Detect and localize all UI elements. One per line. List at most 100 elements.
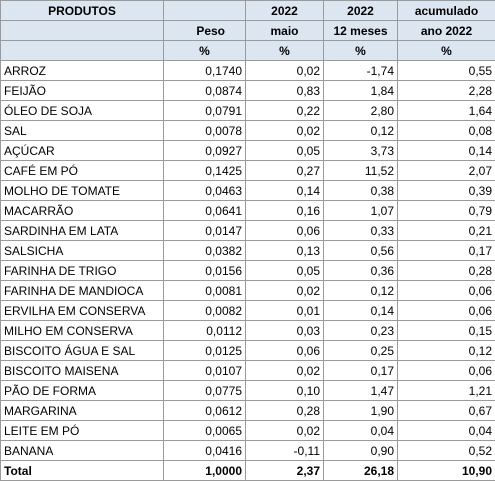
header-cell [164,1,246,21]
value-cell: 1,0000 [164,461,246,481]
header-row: Peso maio 12 meses ano 2022 [1,21,495,41]
value-cell: 0,12 [398,341,495,361]
product-name: FARINHA DE TRIGO [1,261,164,281]
value-cell: 0,04 [324,421,398,441]
value-cell: 0,05 [246,261,324,281]
product-name: BANANA [1,441,164,461]
product-name: Total [1,461,164,481]
value-cell: 0,56 [324,241,398,261]
value-cell: 2,37 [246,461,324,481]
header-cell: 12 meses [324,21,398,41]
value-cell: 2,80 [324,101,398,121]
product-name: AÇÚCAR [1,141,164,161]
value-cell: 1,84 [324,81,398,101]
value-cell: 2,07 [398,161,495,181]
value-cell: 0,17 [324,361,398,381]
product-name: PÃO DE FORMA [1,381,164,401]
value-cell: 0,22 [246,101,324,121]
value-cell: 0,0791 [164,101,246,121]
value-cell: 0,14 [246,181,324,201]
product-name: BISCOITO MAISENA [1,361,164,381]
header-product: PRODUTOS [1,1,164,21]
product-name: CAFÉ EM PÓ [1,161,164,181]
header-cell [1,41,164,61]
value-cell: 0,21 [398,221,495,241]
value-cell: 0,06 [398,281,495,301]
value-cell: 0,0065 [164,421,246,441]
value-cell: 0,0416 [164,441,246,461]
header-row: PRODUTOS 2022 2022 acumulado [1,1,495,21]
value-cell: 0,08 [398,121,495,141]
product-name: MOLHO DE TOMATE [1,181,164,201]
product-name: MILHO EM CONSERVA [1,321,164,341]
product-name: BISCOITO ÁGUA E SAL [1,341,164,361]
value-cell: 0,0874 [164,81,246,101]
table-header: PRODUTOS 2022 2022 acumulado Peso maio 1… [1,1,495,61]
header-cell: 2022 [324,1,398,21]
value-cell: 0,1425 [164,161,246,181]
value-cell: 0,23 [324,321,398,341]
product-name: FARINHA DE MANDIOCA [1,281,164,301]
value-cell: 0,14 [398,141,495,161]
value-cell: 1,64 [398,101,495,121]
value-cell: 0,55 [398,61,495,81]
value-cell: 0,02 [246,361,324,381]
value-cell: 0,14 [324,301,398,321]
value-cell: 26,18 [324,461,398,481]
value-cell: -1,74 [324,61,398,81]
product-name: ÓLEO DE SOJA [1,101,164,121]
value-cell: 0,0775 [164,381,246,401]
value-cell: 10,90 [398,461,495,481]
value-cell: 0,1740 [164,61,246,81]
value-cell: 0,0463 [164,181,246,201]
header-row: % % % % [1,41,495,61]
header-cell: ano 2022 [398,21,495,41]
header-cell: % [398,41,495,61]
value-cell: 0,36 [324,261,398,281]
value-cell: 0,83 [246,81,324,101]
value-cell: 0,0107 [164,361,246,381]
value-cell: 0,17 [398,241,495,261]
product-name: ERVILHA EM CONSERVA [1,301,164,321]
value-cell: 0,0382 [164,241,246,261]
product-name: MACARRÃO [1,201,164,221]
value-cell: 0,27 [246,161,324,181]
value-cell: 0,0125 [164,341,246,361]
header-cell [1,21,164,41]
value-cell: 0,39 [398,181,495,201]
value-cell: 0,06 [398,301,495,321]
value-cell: 0,0927 [164,141,246,161]
value-cell: 0,79 [398,201,495,221]
product-name: SARDINHA EM LATA [1,221,164,241]
header-cell: 2022 [246,1,324,21]
value-cell: 0,12 [324,281,398,301]
value-cell: 0,16 [246,201,324,221]
value-cell: 0,10 [246,381,324,401]
product-name: SAL [1,121,164,141]
value-cell: 0,06 [246,221,324,241]
value-cell: 0,02 [246,121,324,141]
product-name: MARGARINA [1,401,164,421]
value-cell: 0,02 [246,61,324,81]
product-name: ARROZ [1,61,164,81]
value-cell: 0,0612 [164,401,246,421]
value-cell: 0,01 [246,301,324,321]
value-cell: 0,90 [324,441,398,461]
value-cell: 11,52 [324,161,398,181]
